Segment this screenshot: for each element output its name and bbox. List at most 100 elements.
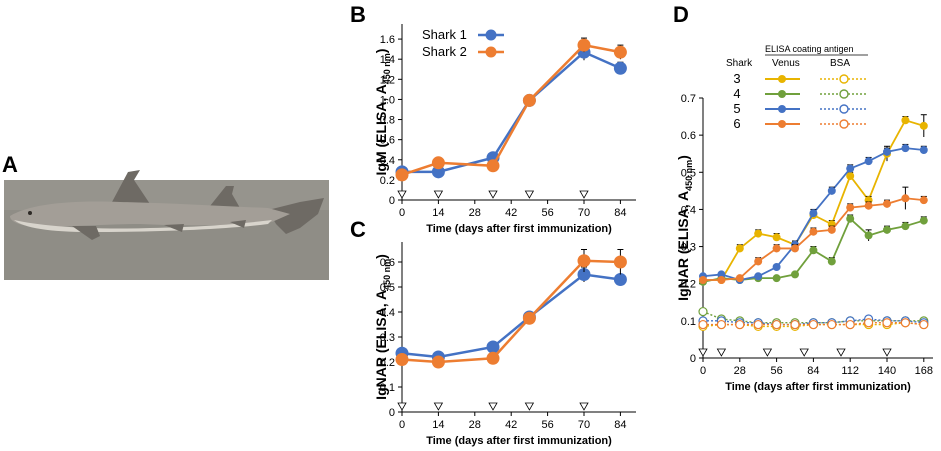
legend-d-shark-6-venus-marker [778, 120, 786, 128]
chart-d-series-shark-6-bsa-point [735, 319, 745, 330]
chart-d-series-shark-4-venus-point [791, 270, 799, 279]
chart-d-series-shark-6-bsa-point [882, 318, 892, 328]
chart-c-xtick-label: 28 [469, 419, 481, 431]
chart-d-ytick-label: 0.6 [681, 130, 696, 142]
chart-d-series-shark-3-venus-line [703, 119, 925, 281]
chart-b-immunization-marker [579, 190, 589, 199]
chart-d-series-shark-5-venus-point [772, 263, 781, 271]
chart-c-xtick-label: 84 [614, 419, 626, 431]
chart-b-xtick-label: 84 [614, 207, 626, 219]
chart-d-immunization-marker [882, 348, 892, 357]
chart-b-immunization-marker [397, 190, 407, 199]
panel-letter-d: D [673, 2, 689, 27]
chart-c-immunization-marker [524, 402, 535, 411]
chart-b-xtick-label: 0 [399, 207, 405, 219]
chart-d-series-shark-6-bsa-point [716, 319, 727, 330]
chart-d-series-shark-3-venus-point [919, 121, 928, 130]
chart-d-series-shark-5-venus-point [754, 272, 763, 281]
legend-d-shark-3-bsa-marker [839, 74, 849, 84]
chart-d-series-shark-6-venus-point [919, 196, 928, 205]
chart-b-immunization-marker [524, 190, 535, 199]
chart-b-immunization-marker [433, 190, 444, 199]
chart-c-series-shark-1-point [613, 273, 627, 286]
legend-d-col-shark: Shark [726, 58, 753, 69]
chart-b-ytick-label: 0 [389, 195, 395, 207]
chart-c-immunization-marker [397, 402, 407, 411]
chart-b-xtick-label: 70 [578, 207, 590, 219]
chart-d-series-shark-4-venus-point [901, 222, 910, 231]
chart-c-series-shark-2-point [613, 255, 627, 269]
chart-c-xlabel: Time (days after first immunization) [426, 435, 612, 447]
chart-d-ytick-label: 0.7 [681, 93, 696, 105]
chart-c-ytick-label: 0.6 [380, 257, 395, 269]
chart-c-series-shark-2-point [577, 254, 591, 268]
chart-d-series-shark-4-venus-point [809, 246, 818, 255]
chart-d-series-shark-4-venus-point [883, 225, 891, 234]
chart-d-series-shark-4-venus-point [772, 274, 781, 283]
chart-b-ytick-label: 1.6 [380, 34, 395, 46]
chart-c-xtick-label: 56 [541, 419, 553, 431]
panel-letter-a: A [2, 152, 18, 177]
chart-b-series-shark-2-point [486, 159, 500, 173]
chart-c-series-shark-1-point [486, 340, 500, 354]
chart-d-immunization-marker [716, 348, 727, 357]
chart-d-series-shark-3-venus-point [846, 172, 855, 180]
panel-letter-b: B [350, 2, 366, 27]
chart-d-series-shark-6-venus-point [883, 199, 891, 208]
chart-d-xtick-label: 140 [878, 365, 896, 377]
chart-d-series-shark-5-venus-point [809, 209, 818, 218]
chart-c-ytick-label: 0.2 [380, 357, 395, 369]
chart-c-xtick-label: 0 [399, 419, 405, 431]
chart-d-series-shark-6-venus-point [717, 276, 726, 284]
chart-d-ytick-label: 0.2 [681, 279, 696, 291]
chart-d-series-shark-6-venus-point [809, 227, 818, 236]
chart-d-series-shark-6-bsa-point [698, 319, 708, 330]
legend-d-shark-4-bsa-marker [839, 89, 849, 99]
chart-b-ytick-label: 0.6 [380, 135, 395, 147]
chart-c-series-shark-2-point [395, 353, 409, 366]
legend-b-label-shark2: Shark 2 [422, 44, 467, 59]
chart-d-xtick-label: 84 [807, 365, 819, 377]
chart-d-immunization-marker [799, 348, 809, 357]
chart-c-immunization-marker [579, 402, 589, 411]
shark-photo [4, 170, 329, 280]
chart-b-ytick-label: 1.0 [380, 94, 395, 106]
chart-b-immunization-marker [488, 190, 498, 199]
chart-d-series-shark-3-venus-point [901, 116, 910, 125]
chart-d-ytick-label: 0.5 [681, 167, 696, 179]
chart-d-series-shark-6-bsa-point [845, 319, 855, 330]
legend-d-shark-4-venus-marker [778, 90, 786, 98]
chart-d-xtick-label: 0 [700, 365, 706, 377]
chart-d-series-shark-3-venus-point [772, 233, 781, 242]
chart-c-ylabel: IgNAR (ELISA, A450 nm) [373, 254, 392, 400]
chart-d-immunization-marker [836, 348, 846, 357]
legend-d-col-venus: Venus [772, 58, 800, 69]
chart-d-series-shark-6-venus-point [735, 274, 744, 283]
chart-d-series-shark-4-venus-point [846, 214, 855, 223]
chart-b-series-shark-2-point [431, 156, 445, 170]
chart-d: 0 0.1 0.2 0.3 0.4 0.5 0.6 0.7 0 28 56 84 112 140 168 Ti… [675, 93, 933, 393]
chart-c-ytick-label: 0.3 [380, 332, 395, 344]
chart-d-series-shark-3-venus-point [754, 229, 763, 238]
panel-letter-c: C [350, 217, 366, 242]
chart-d-series-shark-6-venus-point [901, 194, 910, 203]
chart-d-xtick-label: 28 [734, 365, 746, 377]
legend-d-shark-3-venus-marker [778, 75, 786, 83]
chart-b-ytick-label: 0.4 [380, 155, 395, 167]
legend-d-shark-5-label: 5 [733, 101, 740, 116]
chart-d-series-shark-5-venus-point [846, 164, 855, 173]
chart-d-xtick-label: 56 [770, 365, 782, 377]
chart-b: 0 0.2 0.4 0.6 0.8 1.0 1.2 1.4 1.6 0 14 28 42 56 70 84Ti… [373, 24, 636, 235]
chart-d-series-shark-5-venus-point [883, 147, 891, 156]
chart-c-ytick-label: 0.1 [380, 382, 395, 394]
chart-c-series-shark-2-point [486, 351, 500, 365]
chart-c-xtick-label: 42 [505, 419, 517, 431]
chart-d-series-shark-4-bsa-point [698, 306, 708, 317]
legend-d-shark-6-label: 6 [733, 116, 740, 131]
chart-d-series-shark-3-venus-point [735, 244, 744, 253]
legend-b-label-shark1: Shark 1 [422, 27, 467, 42]
chart-b-series-shark-1-point [431, 165, 445, 179]
chart-d-series-shark-6-bsa-point [790, 319, 800, 330]
